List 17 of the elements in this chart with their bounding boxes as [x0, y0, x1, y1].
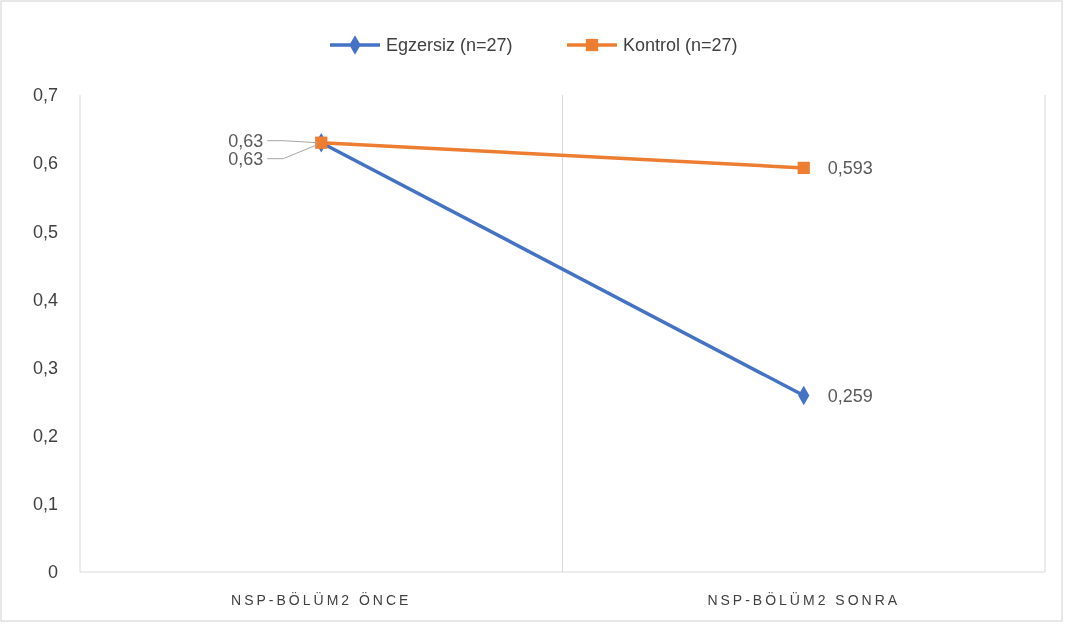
x-tick-label: NSP-BÖLÜM2 ÖNCE: [231, 591, 412, 608]
y-tick-label: 0,5: [32, 221, 58, 242]
y-tick-label: 0,7: [32, 85, 58, 106]
y-tick-label: 0,4: [32, 289, 58, 310]
legend-label: Kontrol (n=27): [623, 35, 738, 56]
data-label: 0,63: [228, 149, 264, 169]
legend-label: Egzersiz (n=27): [386, 35, 513, 56]
data-label: 0,63: [228, 131, 264, 151]
y-tick-label: 0,1: [32, 494, 58, 515]
y-tick-label: 0: [47, 562, 58, 583]
x-tick-label: NSP-BÖLÜM2 SONRA: [707, 591, 901, 608]
y-tick-label: 0,3: [32, 357, 58, 378]
data-label: 0,259: [827, 385, 873, 406]
point: [797, 161, 810, 175]
data-label: 0,593: [827, 158, 873, 179]
y-tick-label: 0,2: [32, 426, 58, 447]
y-tick-label: 0,6: [32, 153, 58, 174]
